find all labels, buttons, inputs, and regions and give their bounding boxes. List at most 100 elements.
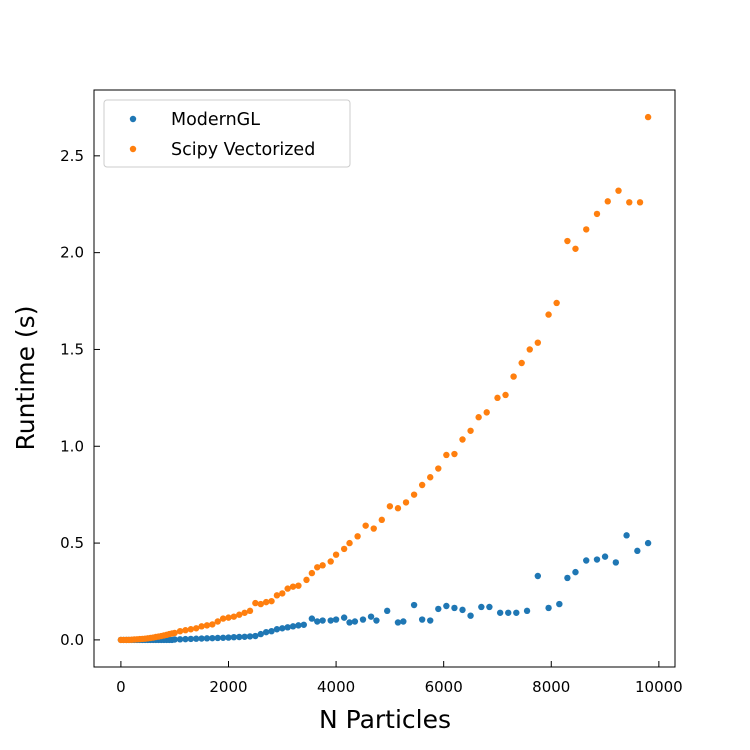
scipy-vectorized-point (475, 414, 482, 421)
scipy-vectorized-point (435, 465, 442, 472)
x-tick-label: 2000 (209, 678, 247, 696)
moderngl-point (241, 633, 248, 640)
scipy-vectorized-point (564, 237, 571, 245)
scipy-vectorized-point (182, 627, 189, 634)
scipy-vectorized-point (241, 609, 248, 616)
moderngl-point (583, 557, 590, 564)
scipy-vectorized-point (593, 210, 601, 218)
scipy-vectorized-point (246, 607, 254, 615)
x-tick-label: 0 (116, 678, 126, 696)
scipy-vectorized-point (604, 198, 611, 205)
scipy-vectorized-point (303, 576, 310, 584)
y-tick-label: 0.0 (60, 631, 84, 649)
scipy-vectorized-point (443, 451, 450, 459)
scipy-vectorized-point (394, 505, 402, 512)
scipy-vectorized-point (193, 625, 200, 632)
moderngl-point (367, 613, 375, 620)
moderngl-point (246, 633, 254, 640)
moderngl-point (486, 603, 493, 611)
legend-label-scipy-vectorized: Scipy Vectorized (171, 140, 315, 160)
scipy-vectorized-point (402, 499, 410, 506)
y-tick-label: 1.0 (60, 437, 84, 455)
scipy-vectorized-point (214, 618, 221, 625)
scipy-vectorized-point (378, 516, 386, 524)
moderngl-point (314, 618, 321, 625)
moderngl-point (418, 616, 426, 623)
scipy-vectorized-point (526, 346, 533, 353)
y-axis-ticks: 0.0 0.5 1.0 1.5 2.0 2.5 (60, 147, 100, 649)
moderngl-point (284, 624, 291, 631)
scipy-vectorized-point (327, 558, 334, 565)
moderngl-point (351, 618, 359, 625)
plot-area (94, 90, 675, 667)
moderngl-point (593, 556, 601, 563)
scipy-vectorized-point (187, 626, 195, 633)
moderngl-point (346, 619, 353, 626)
scipy-vectorized-point (279, 590, 286, 597)
x-axis-ticks: 0 2000 4000 6000 8000 10000 (116, 661, 683, 696)
moderngl-point (513, 609, 520, 616)
scipy-vectorized-point (198, 623, 205, 630)
scipy-vectorized-point (289, 583, 297, 590)
moderngl-point (612, 559, 620, 566)
scipy-vectorized-point (257, 600, 264, 608)
scipy-vectorized-point (262, 598, 270, 606)
scipy-vectorized-point (644, 113, 652, 121)
moderngl-point (214, 634, 221, 642)
x-tick-label: 10000 (635, 678, 683, 696)
scipy-vectorized-point (209, 621, 216, 628)
scipy-vectorized-point (230, 613, 238, 620)
scipy-vectorized-point (583, 226, 590, 233)
scipy-vectorized-point (236, 611, 243, 618)
moderngl-point (182, 635, 189, 643)
scipy-vectorized-point (319, 562, 326, 569)
scipy-vectorized-point (273, 592, 281, 599)
scipy-vectorized-point (518, 359, 525, 367)
moderngl-point (572, 568, 579, 576)
scipy-vectorized-point (427, 474, 434, 481)
scipy-vectorized-point (314, 564, 321, 571)
scipy-vectorized-point (459, 436, 466, 443)
x-tick-label: 6000 (425, 678, 463, 696)
x-tick-label: 8000 (532, 678, 570, 696)
scipy-vectorized-point (219, 615, 227, 622)
scipy-vectorized-point (418, 481, 426, 489)
scipy-vectorized-point (203, 622, 211, 629)
moderngl-point (556, 600, 563, 608)
moderngl-point (410, 601, 418, 609)
moderngl-point (400, 618, 407, 625)
scipy-vectorized-point (171, 629, 178, 637)
scipy-vectorized-point (553, 299, 560, 307)
y-tick-label: 0.5 (60, 534, 84, 552)
moderngl-point (623, 532, 630, 539)
moderngl-point (443, 602, 450, 610)
moderngl-point (601, 553, 609, 560)
moderngl-point (225, 634, 232, 641)
y-tick-label: 1.5 (60, 340, 84, 358)
scipy-vectorized-point (451, 450, 458, 458)
moderngl-point (257, 630, 264, 638)
data-points-layer (117, 113, 652, 644)
moderngl-point (209, 634, 216, 642)
moderngl-point (295, 622, 302, 629)
moderngl-point (359, 616, 367, 623)
legend-marker-moderngl (129, 115, 137, 123)
moderngl-point (435, 605, 442, 613)
scipy-vectorized-point (636, 199, 644, 206)
plot-frame (93, 89, 676, 668)
moderngl-point (534, 572, 542, 580)
scipy-vectorized-point (308, 569, 316, 577)
scipy-vectorized-point (370, 525, 377, 532)
scipy-vectorized-point (354, 533, 361, 540)
moderngl-point (523, 607, 531, 615)
scipy-vectorized-point (534, 339, 542, 346)
moderngl-point (289, 623, 297, 630)
scipy-vectorized-point (483, 409, 490, 416)
moderngl-point (171, 636, 178, 643)
moderngl-point (545, 604, 552, 612)
moderngl-point (644, 539, 652, 547)
scipy-vectorized-point (510, 373, 517, 380)
moderngl-point (564, 574, 571, 582)
scipy-vectorized-point (332, 551, 340, 558)
